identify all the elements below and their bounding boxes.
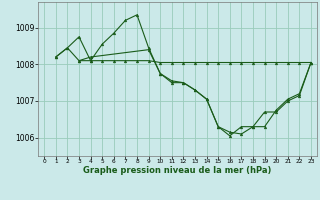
X-axis label: Graphe pression niveau de la mer (hPa): Graphe pression niveau de la mer (hPa): [84, 166, 272, 175]
